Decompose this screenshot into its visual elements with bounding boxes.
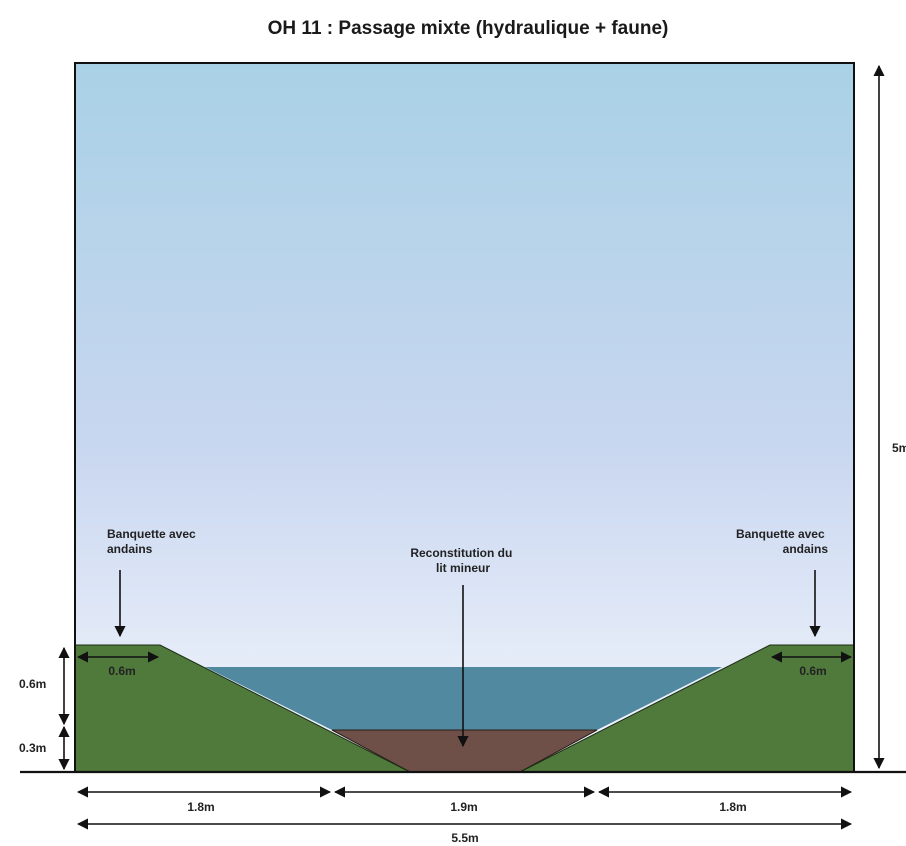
total-width-dimension: 5.5m <box>451 831 478 845</box>
left-banquette-label: Banquette avec andains <box>107 527 199 556</box>
diagram-title: OH 11 : Passage mixte (hydraulique + fau… <box>268 18 669 39</box>
right-width-dimension: 1.8m <box>719 800 746 814</box>
bank-height-dimension: 0.6m <box>19 677 46 691</box>
right-banquette-dimension: 0.6m <box>799 664 826 678</box>
bed-height-dimension: 0.3m <box>19 741 46 755</box>
total-height-dimension: 5m <box>892 441 906 455</box>
left-banquette-dimension: 0.6m <box>108 664 135 678</box>
riverbed-label: Reconstitution du lit mineur <box>410 546 515 575</box>
left-width-dimension: 1.8m <box>187 800 214 814</box>
center-width-dimension: 1.9m <box>450 800 477 814</box>
right-banquette-label: Banquette avec andains <box>736 527 828 556</box>
culvert-interior <box>75 63 854 772</box>
